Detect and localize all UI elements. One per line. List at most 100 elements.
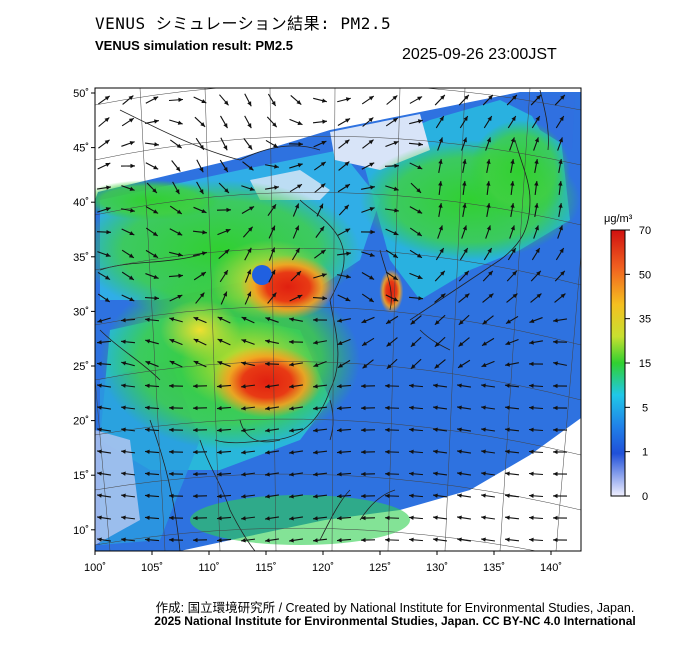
wind-arrow	[288, 472, 304, 477]
wind-arrow	[290, 94, 302, 106]
wind-arrow	[265, 317, 279, 323]
wind-arrow	[168, 383, 184, 389]
wind-arrow	[240, 450, 256, 455]
wind-arrow	[265, 339, 279, 344]
wind-arrow	[244, 93, 252, 107]
wind-arrow	[408, 449, 424, 454]
wind-arrow	[432, 405, 448, 410]
wind-arrow	[242, 226, 254, 238]
wind-arrow	[528, 515, 544, 520]
y-tick-label: 40˚	[73, 197, 89, 209]
wind-arrow	[288, 516, 304, 521]
wind-arrow	[434, 336, 446, 348]
wind-arrow	[217, 338, 231, 346]
wind-arrow	[264, 428, 280, 433]
wind-arrow	[122, 95, 134, 105]
wind-arrow	[145, 249, 159, 259]
wind-arrow	[530, 94, 542, 106]
wind-arrow	[144, 427, 160, 432]
x-tick-label: 120˚	[312, 562, 334, 574]
wind-arrow	[458, 337, 470, 347]
wind-arrow	[288, 339, 304, 345]
wind-arrow	[265, 164, 279, 169]
wind-arrow	[168, 515, 184, 521]
wind-arrow	[337, 318, 351, 323]
wind-arrow	[120, 383, 136, 388]
wind-arrow	[410, 315, 422, 325]
wind-arrow	[216, 384, 232, 389]
wind-arrow	[432, 449, 448, 454]
wind-arrow	[504, 471, 520, 476]
wind-arrow	[145, 360, 159, 368]
wind-arrow	[529, 317, 543, 323]
wind-arrow	[432, 493, 448, 498]
wind-arrow	[171, 160, 181, 172]
wind-arrow	[456, 471, 472, 476]
wind-arrow	[437, 225, 443, 239]
wind-arrow	[144, 317, 160, 322]
wind-arrow	[145, 162, 159, 170]
wind-arrow	[241, 316, 255, 324]
wind-arrow	[220, 291, 228, 305]
wind-arrow	[510, 159, 515, 173]
wind-arrow	[409, 162, 423, 170]
wind-arrow	[458, 314, 470, 326]
wind-arrow	[216, 516, 232, 521]
wind-arrow	[533, 225, 539, 239]
wind-arrow	[408, 493, 424, 498]
wind-arrow	[240, 428, 256, 433]
wind-arrow	[288, 428, 304, 433]
wind-arrow	[336, 428, 352, 433]
wind-arrow	[193, 206, 207, 214]
wind-arrow	[361, 293, 375, 303]
wind-arrow	[504, 383, 520, 388]
wind-arrow	[360, 383, 376, 389]
wind-arrow	[410, 358, 422, 370]
wind-arrow	[288, 494, 304, 499]
wind-arrow	[386, 337, 398, 347]
wind-arrow	[219, 159, 229, 173]
wind-arrow	[336, 538, 352, 543]
wind-arrow	[483, 247, 493, 261]
wind-arrow	[240, 516, 256, 521]
wind-arrow	[121, 361, 135, 367]
wind-arrow	[557, 137, 563, 151]
wind-arrow	[554, 270, 566, 282]
wind-arrow	[336, 516, 352, 521]
wind-arrow	[408, 383, 424, 388]
hotspot	[379, 269, 404, 314]
wind-arrow	[216, 207, 232, 213]
wind-arrow	[289, 183, 303, 193]
wind-arrow	[144, 449, 160, 454]
wind-arrow	[168, 273, 184, 278]
wind-arrow	[267, 203, 277, 217]
colorbar-tick-label: 70	[639, 225, 651, 237]
wind-arrow	[172, 181, 180, 195]
y-tick-label: 35˚	[73, 252, 89, 264]
wind-arrow	[121, 141, 135, 147]
wind-arrow	[217, 228, 231, 236]
wind-arrow	[552, 383, 568, 389]
wind-arrow	[216, 428, 232, 433]
wind-arrow	[361, 316, 375, 324]
wind-arrow	[312, 317, 328, 323]
wind-arrow	[192, 230, 208, 235]
wind-arrow	[121, 185, 135, 191]
wind-arrow	[216, 472, 232, 477]
wind-arrow	[385, 140, 399, 148]
wind-arrow	[553, 361, 567, 366]
wind-arrow	[456, 515, 472, 520]
x-tick-label: 130˚	[426, 562, 448, 574]
wind-arrow	[409, 272, 423, 280]
wind-arrow	[337, 118, 351, 126]
wind-arrow	[408, 471, 424, 476]
wind-arrow	[486, 180, 491, 196]
wind-arrow	[96, 185, 112, 190]
wind-arrow	[336, 406, 352, 411]
wind-arrow	[528, 449, 544, 454]
wind-arrow	[169, 119, 183, 125]
wind-arrow	[456, 449, 472, 454]
wind-arrow	[384, 515, 400, 521]
wind-arrow	[312, 428, 328, 433]
wind-arrow	[219, 269, 229, 283]
